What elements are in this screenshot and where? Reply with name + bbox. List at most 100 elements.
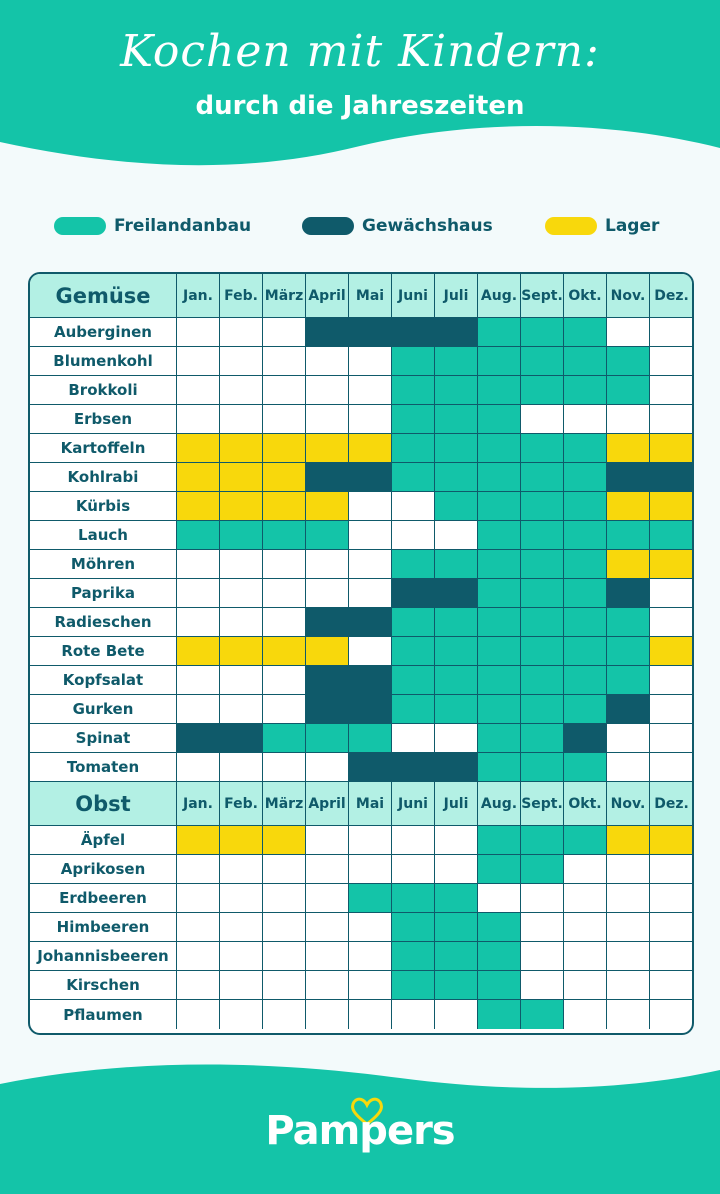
season-cell <box>263 405 306 433</box>
season-cell <box>478 579 521 607</box>
season-cell <box>650 753 692 781</box>
season-cell <box>564 826 607 854</box>
season-cell <box>306 521 349 549</box>
month-header: Sept. <box>521 782 564 825</box>
season-cell <box>220 942 263 970</box>
season-cell <box>263 1000 306 1029</box>
season-cell <box>607 884 650 912</box>
season-cell <box>306 463 349 491</box>
season-cell <box>349 492 392 520</box>
season-cell <box>564 884 607 912</box>
season-cell <box>564 753 607 781</box>
table-row: Erbsen <box>30 405 692 434</box>
season-cell <box>306 695 349 723</box>
legend: Freilandanbau Gewächshaus Lager <box>0 213 720 239</box>
season-cell <box>177 753 220 781</box>
season-cell <box>392 884 435 912</box>
season-cell <box>306 826 349 854</box>
month-header: Dez. <box>654 795 689 812</box>
season-cell <box>306 637 349 665</box>
table-row: Blumenkohl <box>30 347 692 376</box>
season-cell <box>478 695 521 723</box>
table-row: Äpfel <box>30 826 692 855</box>
season-cell <box>564 724 607 752</box>
season-cell <box>177 724 220 752</box>
season-cell <box>392 376 435 404</box>
season-cell <box>349 695 392 723</box>
season-cell <box>177 826 220 854</box>
season-cell <box>306 550 349 578</box>
season-cell <box>306 1000 349 1029</box>
month-header: Aug. <box>478 782 521 825</box>
season-cell <box>220 695 263 723</box>
row-label: Erdbeeren <box>30 884 177 912</box>
season-cell <box>220 884 263 912</box>
season-cell <box>607 826 650 854</box>
season-cell <box>521 695 564 723</box>
season-cell <box>263 855 306 883</box>
season-cell <box>349 724 392 752</box>
season-cell <box>521 753 564 781</box>
season-cell <box>306 405 349 433</box>
season-cell <box>607 608 650 636</box>
season-cell <box>650 971 692 999</box>
row-label: Kartoffeln <box>30 434 177 462</box>
month-header: Aug. <box>478 274 521 317</box>
season-cell <box>564 1000 607 1029</box>
season-cell <box>220 608 263 636</box>
season-cell <box>306 376 349 404</box>
page-subtitle: durch die Jahreszeiten <box>195 91 525 121</box>
season-cell <box>306 434 349 462</box>
season-cell <box>607 637 650 665</box>
season-cell <box>478 463 521 491</box>
season-cell <box>349 318 392 346</box>
season-cell <box>220 913 263 941</box>
footer-background <box>0 1064 720 1194</box>
calendar-grid: Gemüse Jan. Feb. März April Mai Juni Juli Aug. Se… <box>30 274 692 1029</box>
table-row: Radieschen <box>30 608 692 637</box>
season-cell <box>263 724 306 752</box>
season-cell <box>392 1000 435 1029</box>
season-cell <box>306 942 349 970</box>
page-title: Kochen mit Kindern: <box>120 26 600 77</box>
row-label: Pflaumen <box>30 1000 177 1029</box>
season-cell <box>564 666 607 694</box>
season-cell <box>220 637 263 665</box>
season-cell <box>650 826 692 854</box>
row-label: Aprikosen <box>30 855 177 883</box>
season-cell <box>306 724 349 752</box>
month-header: Okt. <box>564 274 607 317</box>
season-cell <box>521 1000 564 1029</box>
season-cell <box>564 637 607 665</box>
season-cell <box>177 971 220 999</box>
season-cell <box>263 666 306 694</box>
season-cell <box>650 913 692 941</box>
season-cell <box>263 753 306 781</box>
legend-label: Lager <box>605 216 660 236</box>
season-cell <box>435 492 478 520</box>
month-header: April <box>306 274 349 317</box>
season-cell <box>263 550 306 578</box>
season-cell <box>435 724 478 752</box>
season-cell <box>478 666 521 694</box>
season-cell <box>177 884 220 912</box>
month-header: Juni <box>392 782 435 825</box>
section-header-row: Obst Jan. Feb. März April Mai Juni Juli Aug. Sept… <box>30 782 692 826</box>
season-cell <box>177 666 220 694</box>
season-cell <box>220 550 263 578</box>
season-cell <box>478 521 521 549</box>
table-row: Kartoffeln <box>30 434 692 463</box>
row-label: Möhren <box>30 550 177 578</box>
season-cell <box>220 347 263 375</box>
season-cell <box>306 492 349 520</box>
row-label: Kohlrabi <box>30 463 177 491</box>
season-cell <box>306 855 349 883</box>
season-cell <box>607 318 650 346</box>
season-cell <box>392 318 435 346</box>
season-cell <box>177 695 220 723</box>
season-cell <box>521 434 564 462</box>
season-cell <box>607 550 650 578</box>
season-cell <box>650 884 692 912</box>
row-label: Paprika <box>30 579 177 607</box>
table-row: Tomaten <box>30 753 692 782</box>
